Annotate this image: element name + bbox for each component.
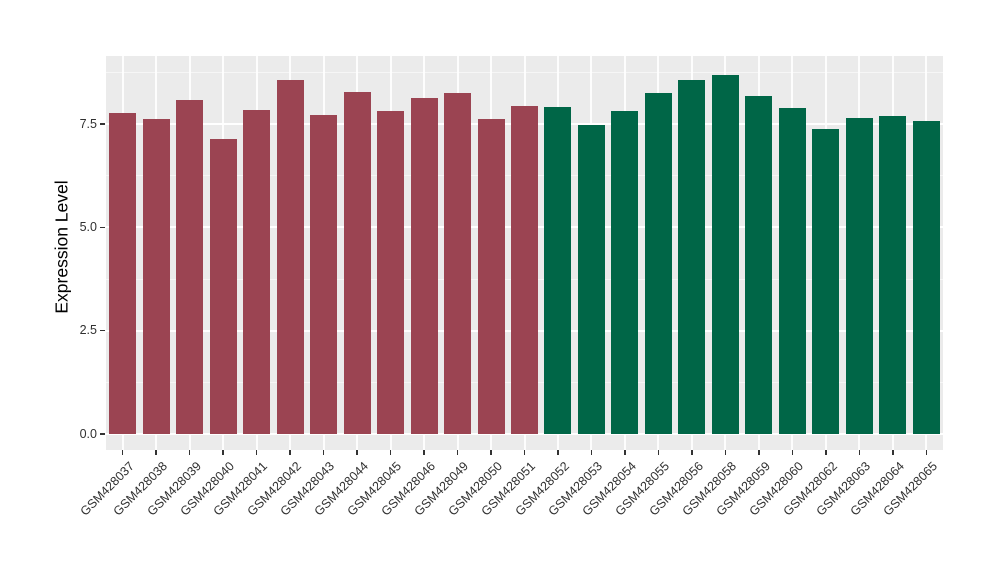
x-tick-mark: [356, 450, 358, 455]
y-tick-mark: [100, 433, 105, 435]
x-tick-mark: [289, 450, 291, 455]
bar-GSM428049: [444, 93, 472, 434]
bar-GSM428054: [611, 110, 639, 434]
x-tick-mark: [490, 450, 492, 455]
x-tick-mark: [557, 450, 559, 455]
y-axis-title: Expression Level: [51, 180, 72, 314]
x-tick-mark: [222, 450, 224, 455]
bar-GSM428044: [343, 92, 371, 434]
x-tick-mark: [892, 450, 894, 455]
bar-GSM428055: [644, 92, 672, 434]
bar-GSM428045: [377, 110, 405, 434]
bar-GSM428058: [711, 74, 739, 434]
x-tick-mark: [657, 450, 660, 455]
x-tick-mark: [456, 450, 459, 455]
y-tick-mark: [100, 123, 105, 125]
bar-GSM428056: [678, 79, 706, 434]
bar-GSM428038: [142, 119, 170, 434]
x-tick-mark: [925, 450, 927, 455]
bar-GSM428042: [276, 79, 304, 434]
x-tick-mark: [825, 450, 827, 455]
bar-GSM428041: [243, 109, 271, 434]
x-tick-mark: [188, 450, 191, 455]
bar-GSM428063: [845, 118, 873, 434]
bar-GSM428050: [477, 119, 505, 434]
bar-GSM428037: [109, 113, 137, 434]
bar-GSM428051: [511, 105, 538, 434]
x-tick-mark: [523, 450, 526, 455]
bar-GSM428059: [745, 95, 773, 434]
y-tick-mark: [100, 226, 105, 229]
x-tick-mark: [389, 450, 392, 455]
bar-GSM428060: [778, 108, 806, 434]
x-tick-mark: [322, 450, 325, 455]
bar-GSM428062: [812, 129, 840, 434]
y-tick-label: 5.0: [79, 219, 97, 234]
bar-GSM428053: [577, 125, 605, 434]
x-tick-mark: [624, 450, 626, 455]
x-tick-mark: [423, 450, 425, 455]
bar-GSM428043: [310, 114, 338, 434]
x-tick-mark: [255, 450, 258, 455]
bar-GSM428046: [410, 98, 438, 434]
bar-GSM428052: [544, 107, 572, 434]
x-tick-mark: [724, 450, 727, 455]
x-tick-mark: [691, 450, 693, 455]
y-tick-label: 7.5: [79, 116, 97, 131]
x-tick-mark: [590, 450, 593, 455]
bar-GSM428065: [912, 120, 940, 434]
y-tick-label: 0.0: [79, 426, 97, 441]
plot-panel: [106, 56, 943, 450]
x-tick-mark: [155, 450, 157, 455]
x-tick-mark: [758, 450, 760, 455]
bar-GSM428040: [209, 138, 237, 434]
x-tick-mark: [858, 450, 861, 455]
x-tick-mark: [121, 450, 124, 455]
bar-GSM428064: [879, 116, 907, 434]
bar-GSM428039: [176, 99, 204, 434]
y-tick-label: 2.5: [79, 323, 97, 338]
x-tick-mark: [791, 450, 794, 455]
y-tick-mark: [100, 329, 105, 332]
